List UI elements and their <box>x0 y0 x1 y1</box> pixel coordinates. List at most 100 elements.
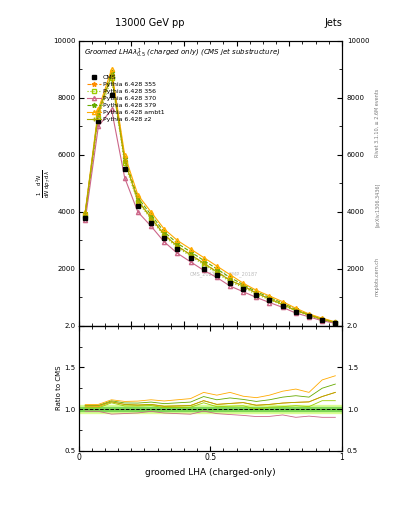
Pythia 6.428 356 <box>241 284 246 290</box>
Pythia 6.428 z2 <box>254 290 259 296</box>
Pythia 6.428 379 <box>96 109 101 115</box>
Pythia 6.428 z2 <box>188 251 193 258</box>
Pythia 6.428 356 <box>333 319 338 326</box>
Pythia 6.428 ambt1 <box>175 238 180 244</box>
Pythia 6.428 355 <box>96 112 101 118</box>
Pythia 6.428 379 <box>149 211 153 218</box>
Text: CMS_2021_PAS_SMP_20187: CMS_2021_PAS_SMP_20187 <box>189 272 257 278</box>
CMS <box>307 313 311 319</box>
Pythia 6.428 370 <box>162 239 167 245</box>
Pythia 6.428 379 <box>228 274 232 281</box>
Pythia 6.428 ambt1 <box>96 106 101 113</box>
Pythia 6.428 356 <box>136 199 140 205</box>
CMS <box>254 291 259 297</box>
Pythia 6.428 356 <box>109 75 114 81</box>
Pythia 6.428 ambt1 <box>280 298 285 305</box>
Pythia 6.428 356 <box>307 312 311 318</box>
Pythia 6.428 ambt1 <box>294 305 298 311</box>
Pythia 6.428 370 <box>201 267 206 273</box>
Pythia 6.428 z2 <box>280 302 285 308</box>
Pythia 6.428 379 <box>83 210 88 217</box>
CMS <box>228 280 232 286</box>
Pythia 6.428 z2 <box>96 109 101 115</box>
Pythia 6.428 356 <box>320 316 325 323</box>
Pythia 6.428 356 <box>122 160 127 166</box>
Pythia 6.428 355 <box>149 215 153 221</box>
Pythia 6.428 379 <box>333 319 338 325</box>
Text: mcplots.cern.ch: mcplots.cern.ch <box>375 257 380 296</box>
Pythia 6.428 z2 <box>109 72 114 78</box>
CMS <box>175 246 180 252</box>
CMS <box>162 234 167 241</box>
Pythia 6.428 370 <box>215 274 219 281</box>
Pythia 6.428 ambt1 <box>188 246 193 252</box>
Pythia 6.428 370 <box>109 106 114 113</box>
CMS <box>188 254 193 261</box>
CMS <box>122 166 127 172</box>
Pythia 6.428 356 <box>201 262 206 268</box>
CMS <box>201 266 206 272</box>
Pythia 6.428 379 <box>215 266 219 272</box>
CMS <box>333 320 338 326</box>
Pythia 6.428 356 <box>228 279 232 285</box>
Pythia 6.428 ambt1 <box>215 263 219 269</box>
Pythia 6.428 379 <box>320 316 325 322</box>
Pythia 6.428 355 <box>294 307 298 313</box>
CMS <box>109 92 114 98</box>
CMS <box>96 118 101 124</box>
Pythia 6.428 356 <box>96 115 101 121</box>
Text: Rivet 3.1.10, ≥ 2.6M events: Rivet 3.1.10, ≥ 2.6M events <box>375 89 380 157</box>
Text: [arXiv:1306.3436]: [arXiv:1306.3436] <box>375 183 380 227</box>
Pythia 6.428 370 <box>241 289 246 295</box>
Pythia 6.428 355 <box>188 251 193 258</box>
Pythia 6.428 370 <box>83 218 88 224</box>
X-axis label: groomed LHA (charged-only): groomed LHA (charged-only) <box>145 468 275 477</box>
Pythia 6.428 355 <box>162 231 167 238</box>
Line: Pythia 6.428 370: Pythia 6.428 370 <box>83 107 338 326</box>
Pythia 6.428 z2 <box>333 319 338 326</box>
Pythia 6.428 379 <box>254 289 259 295</box>
Pythia 6.428 ambt1 <box>149 209 153 215</box>
Pythia 6.428 z2 <box>267 296 272 302</box>
Pythia 6.428 370 <box>188 259 193 265</box>
CMS <box>149 220 153 226</box>
Legend: CMS, Pythia 6.428 355, Pythia 6.428 356, Pythia 6.428 370, Pythia 6.428 379, Pyt: CMS, Pythia 6.428 355, Pythia 6.428 356,… <box>84 73 167 124</box>
Line: Pythia 6.428 379: Pythia 6.428 379 <box>83 70 338 325</box>
Pythia 6.428 355 <box>307 312 311 318</box>
Pythia 6.428 370 <box>280 304 285 310</box>
Pythia 6.428 356 <box>267 296 272 303</box>
Text: 13000 GeV pp: 13000 GeV pp <box>115 18 184 28</box>
Pythia 6.428 z2 <box>241 283 246 289</box>
CMS <box>294 309 298 315</box>
Pythia 6.428 z2 <box>175 243 180 249</box>
Pythia 6.428 370 <box>149 223 153 229</box>
Pythia 6.428 370 <box>294 310 298 316</box>
Pythia 6.428 379 <box>201 258 206 264</box>
Pythia 6.428 z2 <box>307 312 311 318</box>
CMS <box>215 271 219 278</box>
Pythia 6.428 370 <box>228 283 232 289</box>
Pythia 6.428 355 <box>320 316 325 323</box>
Pythia 6.428 z2 <box>136 198 140 204</box>
Pythia 6.428 370 <box>96 123 101 130</box>
Pythia 6.428 ambt1 <box>241 280 246 286</box>
Pythia 6.428 ambt1 <box>228 271 232 278</box>
Pythia 6.428 355 <box>109 72 114 78</box>
Pythia 6.428 370 <box>175 250 180 257</box>
CMS <box>241 286 246 292</box>
Pythia 6.428 379 <box>109 69 114 75</box>
Pythia 6.428 z2 <box>215 269 219 275</box>
Pythia 6.428 379 <box>280 300 285 306</box>
Pythia 6.428 355 <box>122 158 127 164</box>
Pythia 6.428 355 <box>254 290 259 296</box>
Bar <box>79 408 342 411</box>
Pythia 6.428 370 <box>254 294 259 301</box>
Pythia 6.428 370 <box>267 300 272 306</box>
Line: Pythia 6.428 z2: Pythia 6.428 z2 <box>83 73 338 325</box>
Pythia 6.428 379 <box>136 195 140 201</box>
Pythia 6.428 355 <box>241 283 246 289</box>
Pythia 6.428 ambt1 <box>83 209 88 215</box>
Line: Pythia 6.428 ambt1: Pythia 6.428 ambt1 <box>83 68 338 324</box>
Pythia 6.428 ambt1 <box>201 254 206 261</box>
Y-axis label: Ratio to CMS: Ratio to CMS <box>56 366 62 411</box>
